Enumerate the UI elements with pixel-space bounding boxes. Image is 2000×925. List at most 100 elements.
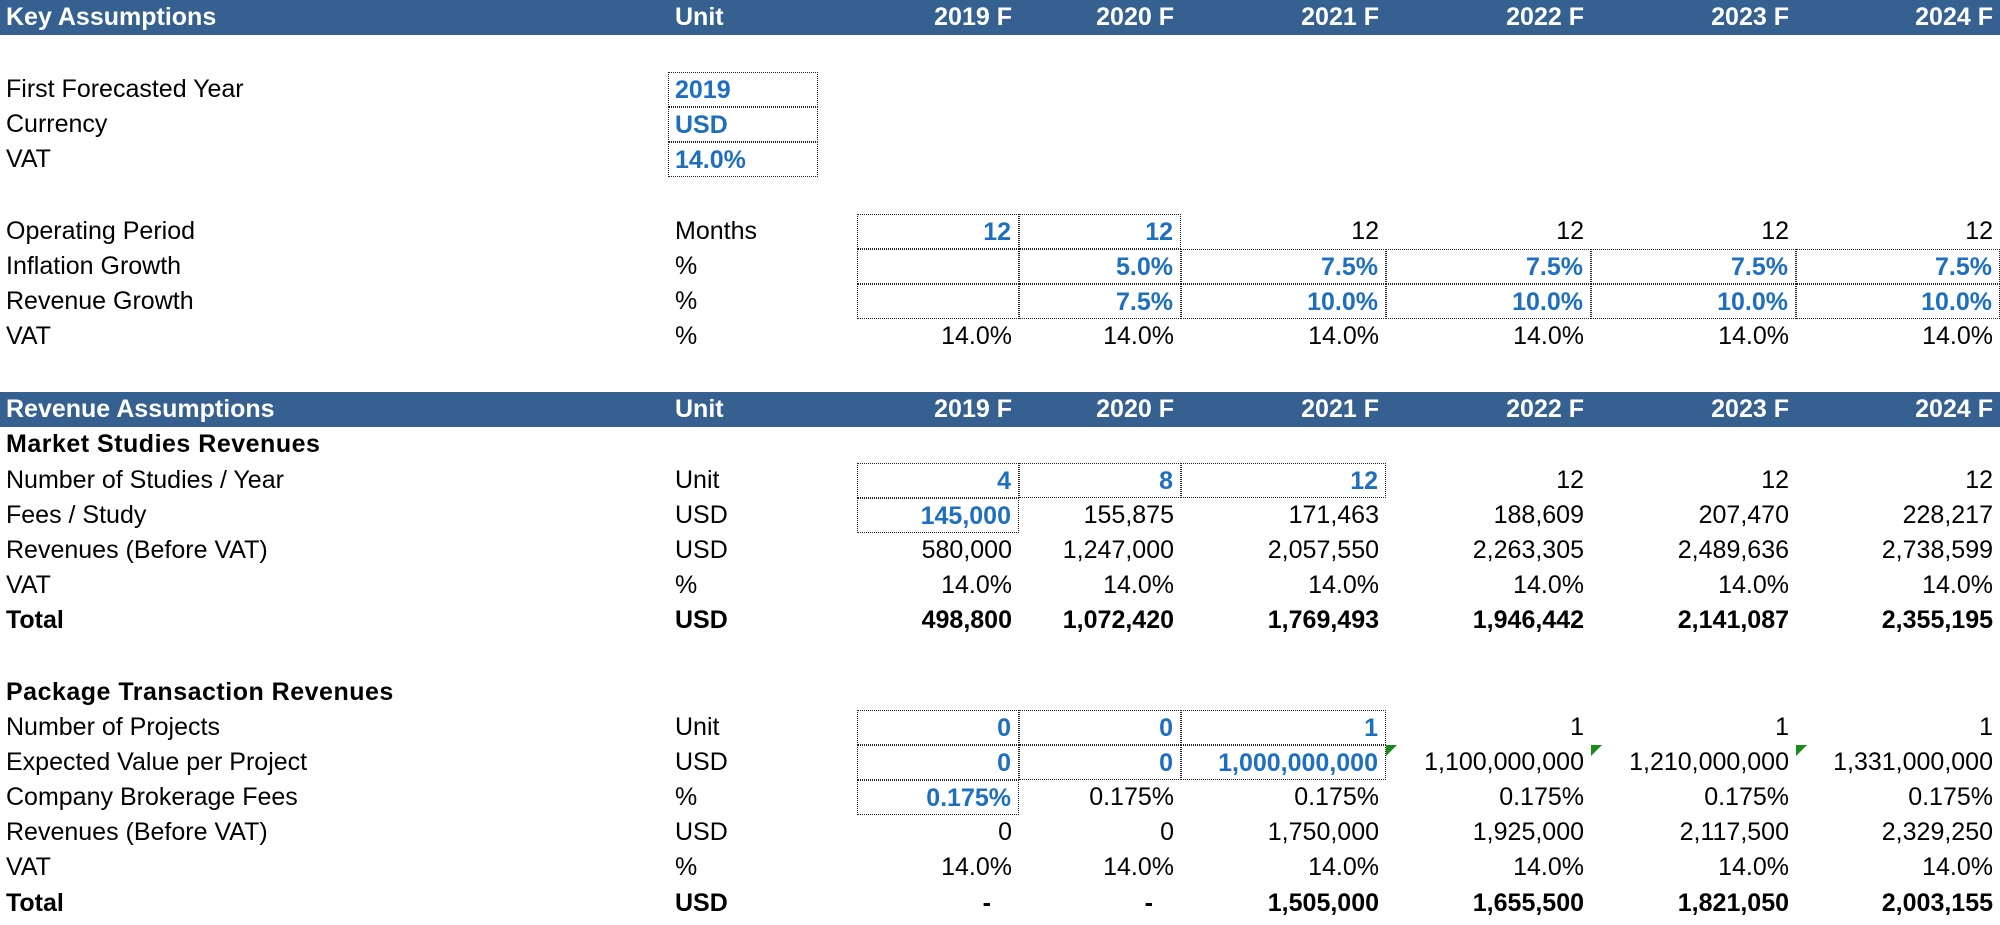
input-cell[interactable]: 145,000 xyxy=(857,498,1019,533)
package-vat-row: VAT % 14.0% 14.0% 14.0% 14.0% 14.0% 14.0… xyxy=(0,850,2000,885)
row-label: Number of Projects xyxy=(6,713,220,741)
row-unit: USD xyxy=(675,818,728,846)
section-title: Market Studies Revenues xyxy=(6,430,321,458)
input-cell[interactable]: 10.0% xyxy=(1796,284,2000,319)
company-brokerage-fees-row: Company Brokerage Fees % 0.175% 0.175% 0… xyxy=(0,780,2000,815)
currency-row: Currency USD xyxy=(0,107,2000,142)
input-cell[interactable]: 7.5% xyxy=(1591,249,1796,284)
value-cell: 1,100,000,000 xyxy=(1386,745,1591,780)
value-cell: 2,057,550 xyxy=(1267,536,1379,564)
value-cell: 14.0% xyxy=(1308,853,1379,881)
header-year: 2024 F xyxy=(1915,395,1993,423)
value-cell: 1 xyxy=(1775,713,1789,741)
row-label: Total xyxy=(6,889,64,917)
row-label: Inflation Growth xyxy=(6,252,182,280)
comment-marker-icon[interactable] xyxy=(1796,745,1807,756)
value-cell: 12 xyxy=(1761,217,1789,245)
value-cell: 1,925,000 xyxy=(1472,818,1584,846)
row-label: VAT xyxy=(6,571,51,599)
value-cell: 2,738,599 xyxy=(1881,536,1993,564)
vat-general-row: VAT 14.0% xyxy=(0,142,2000,177)
key-assumptions-header: Key Assumptions Unit 2019 F 2020 F 2021 … xyxy=(0,0,2000,35)
market-studies-section-title: Market Studies Revenues xyxy=(0,427,2000,462)
input-cell[interactable]: 10.0% xyxy=(1591,284,1796,319)
header-year: 2019 F xyxy=(934,3,1012,31)
currency-input[interactable]: USD xyxy=(668,107,818,142)
value-cell: 1,247,000 xyxy=(1062,536,1174,564)
header-year: 2020 F xyxy=(1096,395,1174,423)
value-cell: 2,329,250 xyxy=(1881,818,1993,846)
value-cell: 0 xyxy=(998,818,1012,846)
input-cell[interactable]: 4 xyxy=(857,463,1019,498)
input-cell[interactable]: 8 xyxy=(1019,463,1181,498)
input-cell[interactable] xyxy=(857,249,1019,284)
row-label: Fees / Study xyxy=(6,501,147,529)
value-cell: 14.0% xyxy=(1718,571,1789,599)
market-revenues-before-vat-row: Revenues (Before VAT) USD 580,000 1,247,… xyxy=(0,533,2000,568)
value-cell: 14.0% xyxy=(941,571,1012,599)
value-cell: 14.0% xyxy=(1103,322,1174,350)
header-title: Key Assumptions xyxy=(6,3,217,31)
input-cell[interactable]: 0 xyxy=(857,710,1019,745)
header-year: 2021 F xyxy=(1301,395,1379,423)
fees-per-study-row: Fees / Study USD 145,000 155,875 171,463… xyxy=(0,498,2000,533)
operating-period-row: Operating Period Months 12 12 12 12 12 1… xyxy=(0,214,2000,249)
row-unit: USD xyxy=(675,536,728,564)
input-cell[interactable]: 0 xyxy=(1019,745,1181,780)
row-label: Revenues (Before VAT) xyxy=(6,818,268,846)
value-cell: 14.0% xyxy=(1922,322,1993,350)
package-total-row: Total USD - - 1,505,000 1,655,500 1,821,… xyxy=(0,886,2000,921)
row-unit: USD xyxy=(675,748,728,776)
number-of-projects-row: Number of Projects Unit 0 0 1 1 1 1 xyxy=(0,710,2000,745)
input-cell[interactable]: 12 xyxy=(857,214,1019,249)
header-unit: Unit xyxy=(675,395,724,423)
value-cell: 0.175% xyxy=(1908,783,1993,811)
row-unit: % xyxy=(675,783,698,811)
row-label: First Forecasted Year xyxy=(6,75,244,103)
vat-input[interactable]: 14.0% xyxy=(668,142,818,177)
header-year: 2021 F xyxy=(1301,3,1379,31)
value-cell: 1,750,000 xyxy=(1267,818,1379,846)
row-unit: Unit xyxy=(675,466,720,494)
row-unit: Unit xyxy=(675,713,720,741)
revenue-assumptions-header: Revenue Assumptions Unit 2019 F 2020 F 2… xyxy=(0,392,2000,427)
row-label: Currency xyxy=(6,110,108,138)
value-cell: 14.0% xyxy=(1308,322,1379,350)
row-label: Revenues (Before VAT) xyxy=(6,536,268,564)
value-cell: 0.175% xyxy=(1704,783,1789,811)
input-cell[interactable] xyxy=(857,284,1019,319)
input-cell[interactable]: 0.175% xyxy=(857,780,1019,815)
value-cell: 14.0% xyxy=(1308,571,1379,599)
market-vat-row: VAT % 14.0% 14.0% 14.0% 14.0% 14.0% 14.0… xyxy=(0,568,2000,603)
input-cell[interactable]: 5.0% xyxy=(1019,249,1181,284)
total-cell: 1,769,493 xyxy=(1267,606,1379,634)
first-year-input[interactable]: 2019 xyxy=(668,72,818,107)
input-cell[interactable]: 7.5% xyxy=(1796,249,2000,284)
input-cell[interactable]: 10.0% xyxy=(1386,284,1591,319)
input-cell[interactable]: 1,000,000,000 xyxy=(1181,745,1386,780)
value-cell: 1 xyxy=(1979,713,1993,741)
total-cell: 1,821,050 xyxy=(1677,889,1789,917)
header-year: 2024 F xyxy=(1915,3,1993,31)
expected-value-per-project-row: Expected Value per Project USD 0 0 1,000… xyxy=(0,745,2000,780)
total-cell: - xyxy=(1144,889,1153,917)
comment-marker-icon[interactable] xyxy=(1386,745,1397,756)
input-cell[interactable]: 10.0% xyxy=(1181,284,1386,319)
comment-marker-icon[interactable] xyxy=(1591,745,1602,756)
value-cell: 228,217 xyxy=(1902,501,1993,529)
vat-row: VAT % 14.0% 14.0% 14.0% 14.0% 14.0% 14.0… xyxy=(0,319,2000,354)
input-cell[interactable]: 7.5% xyxy=(1019,284,1181,319)
input-cell[interactable]: 0 xyxy=(1019,710,1181,745)
input-cell[interactable]: 0 xyxy=(857,745,1019,780)
row-unit: % xyxy=(675,322,698,350)
input-cell[interactable]: 12 xyxy=(1181,463,1386,498)
value-cell: 0.175% xyxy=(1089,783,1174,811)
first-forecasted-year-row: First Forecasted Year 2019 xyxy=(0,72,2000,107)
input-cell[interactable]: 1 xyxy=(1181,710,1386,745)
cell-text: 1,331,000,000 xyxy=(1833,748,1993,776)
input-cell[interactable]: 7.5% xyxy=(1181,249,1386,284)
value-cell: 207,470 xyxy=(1698,501,1789,529)
row-label: VAT xyxy=(6,853,51,881)
input-cell[interactable]: 7.5% xyxy=(1386,249,1591,284)
input-cell[interactable]: 12 xyxy=(1019,214,1181,249)
